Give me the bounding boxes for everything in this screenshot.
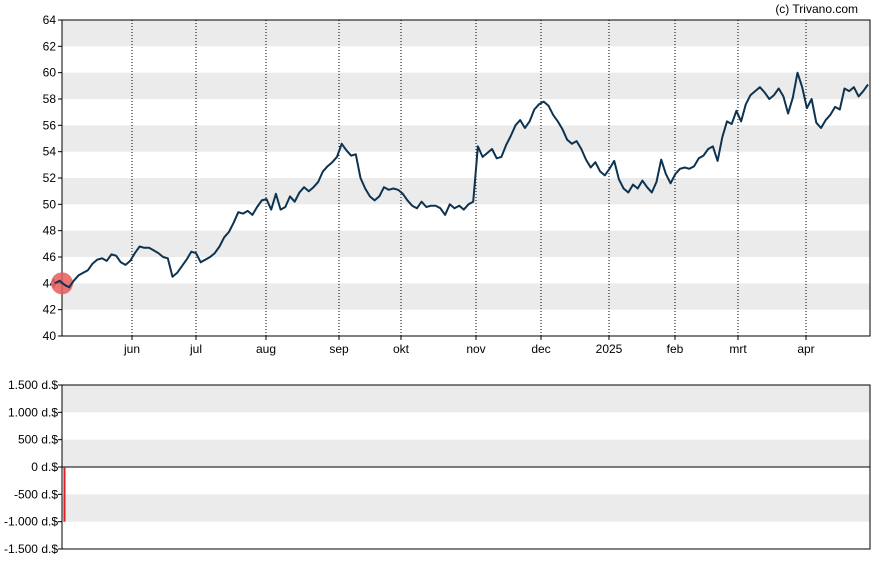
volume-chart: -1.500 d.$ -1.000 d.$ -500 d.$ 0 d.$ 500 d.$… [4,378,871,556]
grid-band [62,178,870,205]
y-tick-label: -1.500 d.$ [4,542,58,556]
y-tick-label: 40 [43,329,57,343]
y-tick-label: 50 [43,197,57,211]
grid-band [62,72,870,99]
y-tick-label: 1.000 d.$ [8,405,58,419]
y-tick-label: 48 [43,224,57,238]
x-tick-label: 2025 [596,342,623,356]
grid-band [62,385,870,413]
grid-band [62,283,870,310]
x-tick-label: dec [531,342,550,356]
grid-band [62,125,870,152]
y-tick-label: 0 d.$ [31,460,58,474]
y-tick-label: 46 [43,250,57,264]
y-tick-label: 42 [43,303,57,317]
grid-band [62,439,870,467]
x-tick-label: jul [189,342,202,356]
price-line [54,71,869,289]
x-tick-label: apr [797,342,814,356]
x-tick-label: jun [123,342,140,356]
grid-band [62,494,870,522]
x-tick-label: feb [667,342,684,356]
grid-band [62,230,870,257]
y-tick-label: 58 [43,92,57,106]
y-tick-label: 1.500 d.$ [8,378,58,392]
x-tick-label: aug [256,342,276,356]
grid-band [62,20,870,47]
y-tick-label: 54 [43,145,57,159]
volume-bar [63,467,66,522]
x-tick-label: mrt [729,342,747,356]
copyright-text: (c) Trivano.com [775,2,858,16]
y-tick-label: 64 [43,13,57,27]
y-tick-label: 56 [43,118,57,132]
y-tick-label: 60 [43,66,57,80]
price-chart: jun jul aug sep okt nov dec 2025 feb mrt apr404244… [43,13,871,356]
y-tick-label: -1.000 d.$ [4,515,58,529]
y-tick-label: 500 d.$ [18,433,58,447]
x-tick-label: nov [466,342,485,356]
y-tick-label: 62 [43,39,57,53]
y-tick-label: 52 [43,171,57,185]
x-tick-label: sep [329,342,349,356]
x-tick-label: okt [393,342,410,356]
y-tick-label: -500 d.$ [14,487,58,501]
